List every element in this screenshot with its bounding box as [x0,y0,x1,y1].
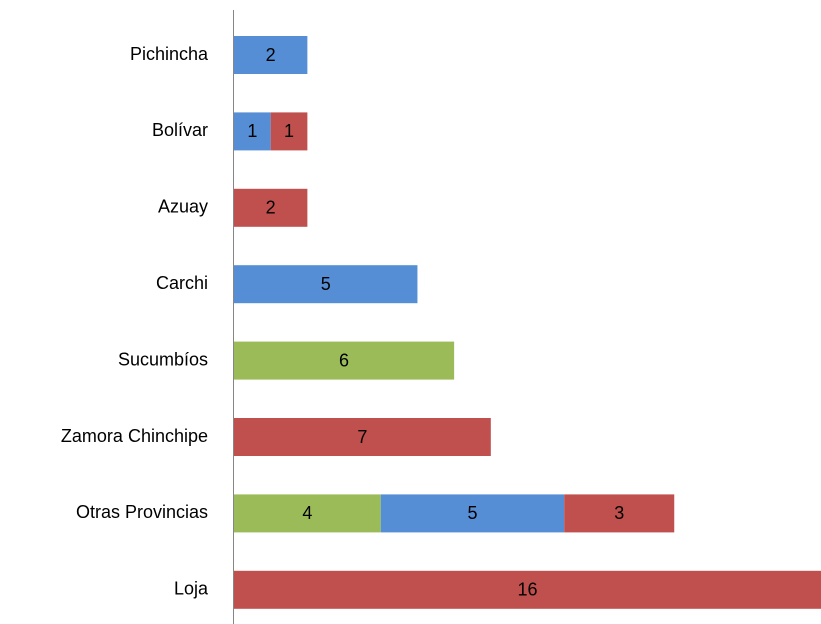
bar-segment [234,112,271,151]
y-tick-label: Zamora Chinchipe [61,426,208,446]
bar-segment [380,494,565,533]
data-label: 1 [247,121,257,141]
data-label: 5 [321,274,331,294]
y-tick-label: Otras Provincias [76,502,208,522]
y-tick-label: Loja [174,579,209,599]
bar-segment [234,570,821,609]
data-label: 6 [339,350,349,370]
y-tick-label: Bolívar [152,120,208,140]
y-tick-label: Azuay [158,197,208,217]
data-label: 2 [266,45,276,65]
bar-segment [234,341,455,380]
bar-segment [234,418,491,456]
bar-segment [234,494,381,533]
bar-segment [564,494,675,533]
data-label: 3 [614,503,624,523]
y-tick-label: Sucumbíos [118,349,208,369]
data-label: 1 [284,121,294,141]
y-tick-label: Pichincha [130,44,209,64]
data-label: 5 [467,503,477,523]
bar-segment [234,188,308,227]
y-tick-label: Carchi [156,273,208,293]
data-label: 2 [266,198,276,218]
data-label: 7 [357,427,367,447]
data-label: 16 [517,580,537,600]
data-label: 4 [302,503,312,523]
bar-segment [270,112,308,151]
bar-segment [234,265,418,304]
bar-segment [234,36,308,74]
